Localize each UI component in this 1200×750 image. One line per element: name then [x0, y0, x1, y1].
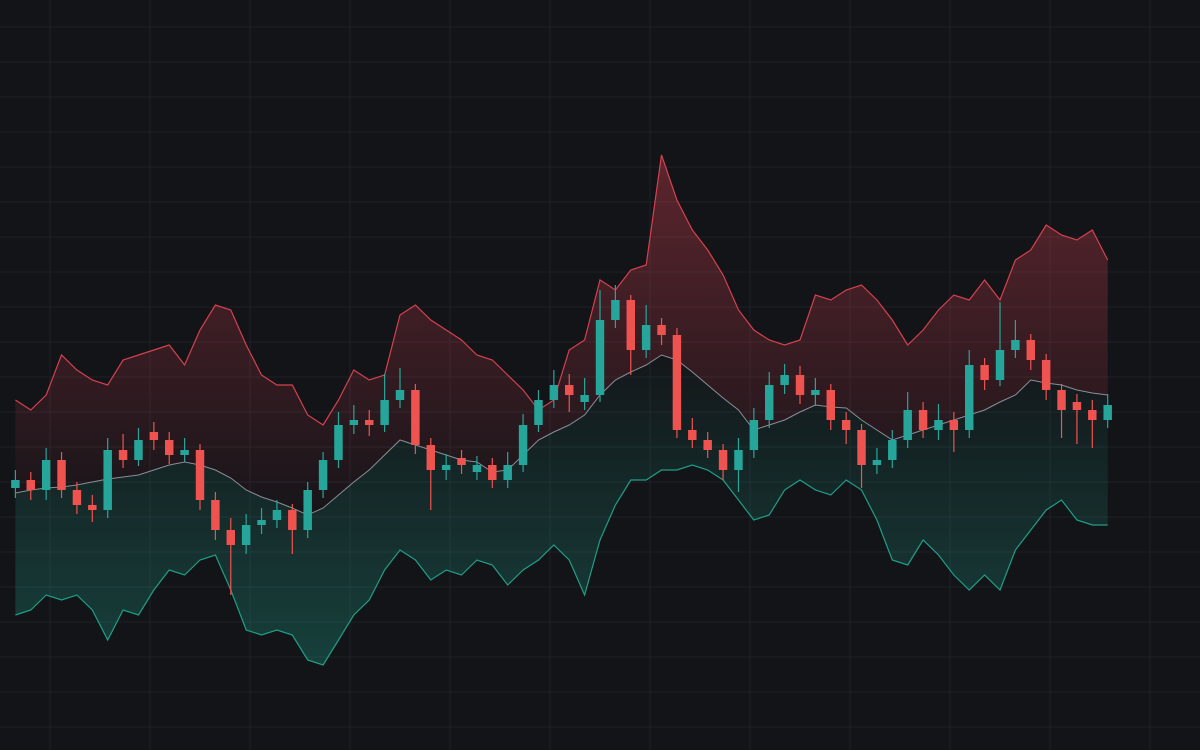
- candle-body: [488, 465, 497, 480]
- candle-body: [134, 440, 143, 460]
- candle-body: [380, 400, 389, 425]
- candle-body: [657, 325, 666, 335]
- upper-band-area: [15, 155, 1108, 515]
- candle-body: [826, 390, 835, 420]
- candle-body: [918, 410, 928, 430]
- candle-body: [11, 480, 20, 488]
- candle-body: [703, 440, 712, 450]
- candle-body: [365, 420, 374, 425]
- candle-body: [595, 320, 605, 395]
- candle-body: [149, 432, 159, 440]
- candle-body: [965, 365, 974, 430]
- candle-body: [303, 490, 312, 530]
- candle-body: [503, 465, 512, 480]
- candle-body: [857, 430, 866, 465]
- candle-body: [211, 500, 220, 530]
- candle-body: [565, 385, 574, 395]
- candle-body: [980, 365, 989, 380]
- candle-body: [1011, 340, 1020, 350]
- candle-body: [534, 400, 543, 425]
- candle-body: [1026, 340, 1035, 360]
- candle-body: [934, 420, 943, 430]
- candle-body: [57, 460, 66, 490]
- lower-band-line: [15, 464, 1108, 666]
- upper-band-line: [15, 154, 1109, 426]
- candle-body: [195, 450, 205, 500]
- candle-body: [180, 450, 189, 455]
- candle-body: [72, 490, 82, 505]
- candle-body: [272, 510, 282, 520]
- candle-body: [765, 385, 774, 420]
- candle-body: [334, 425, 343, 460]
- candle-body: [749, 420, 759, 450]
- candle-body: [288, 510, 297, 530]
- candle-body: [118, 450, 128, 460]
- candle-body: [872, 460, 882, 465]
- candle-body: [318, 460, 328, 490]
- candle-body: [395, 390, 405, 400]
- candle-body: [795, 375, 805, 395]
- candle-body: [1103, 405, 1112, 420]
- candle-body: [626, 300, 635, 350]
- candle-body: [441, 465, 451, 470]
- candle-body: [165, 440, 174, 455]
- candle-body: [457, 458, 466, 465]
- candle-body: [226, 530, 235, 545]
- candle-body: [88, 505, 97, 510]
- candle-body: [580, 395, 589, 402]
- candle-body: [411, 390, 420, 445]
- candle-body: [426, 445, 435, 470]
- candle-body: [349, 420, 359, 425]
- candle-body: [1041, 360, 1051, 390]
- candle-body: [611, 300, 620, 320]
- candle-body: [841, 420, 851, 430]
- candle-body: [1057, 390, 1066, 410]
- candle-body: [518, 425, 528, 465]
- candle-body: [549, 385, 559, 400]
- candle-body: [811, 390, 820, 395]
- lower-band-area: [15, 355, 1108, 665]
- candle-body: [241, 525, 251, 545]
- candle-body: [718, 450, 728, 470]
- candle-body: [688, 430, 697, 440]
- candle-body: [949, 420, 959, 430]
- candle-body: [672, 335, 682, 430]
- candle-body: [780, 375, 789, 385]
- candle-body: [257, 520, 266, 525]
- candle-body: [1072, 402, 1082, 410]
- candle-body: [995, 350, 1005, 380]
- candle-body: [734, 450, 743, 470]
- candle-body: [26, 480, 35, 490]
- candle-body: [1088, 410, 1097, 420]
- candle-body: [41, 460, 51, 490]
- candle-body: [641, 325, 651, 350]
- candle-body: [903, 410, 912, 440]
- candle-body: [103, 450, 112, 510]
- candle-body: [472, 465, 482, 472]
- candle-body: [888, 440, 897, 460]
